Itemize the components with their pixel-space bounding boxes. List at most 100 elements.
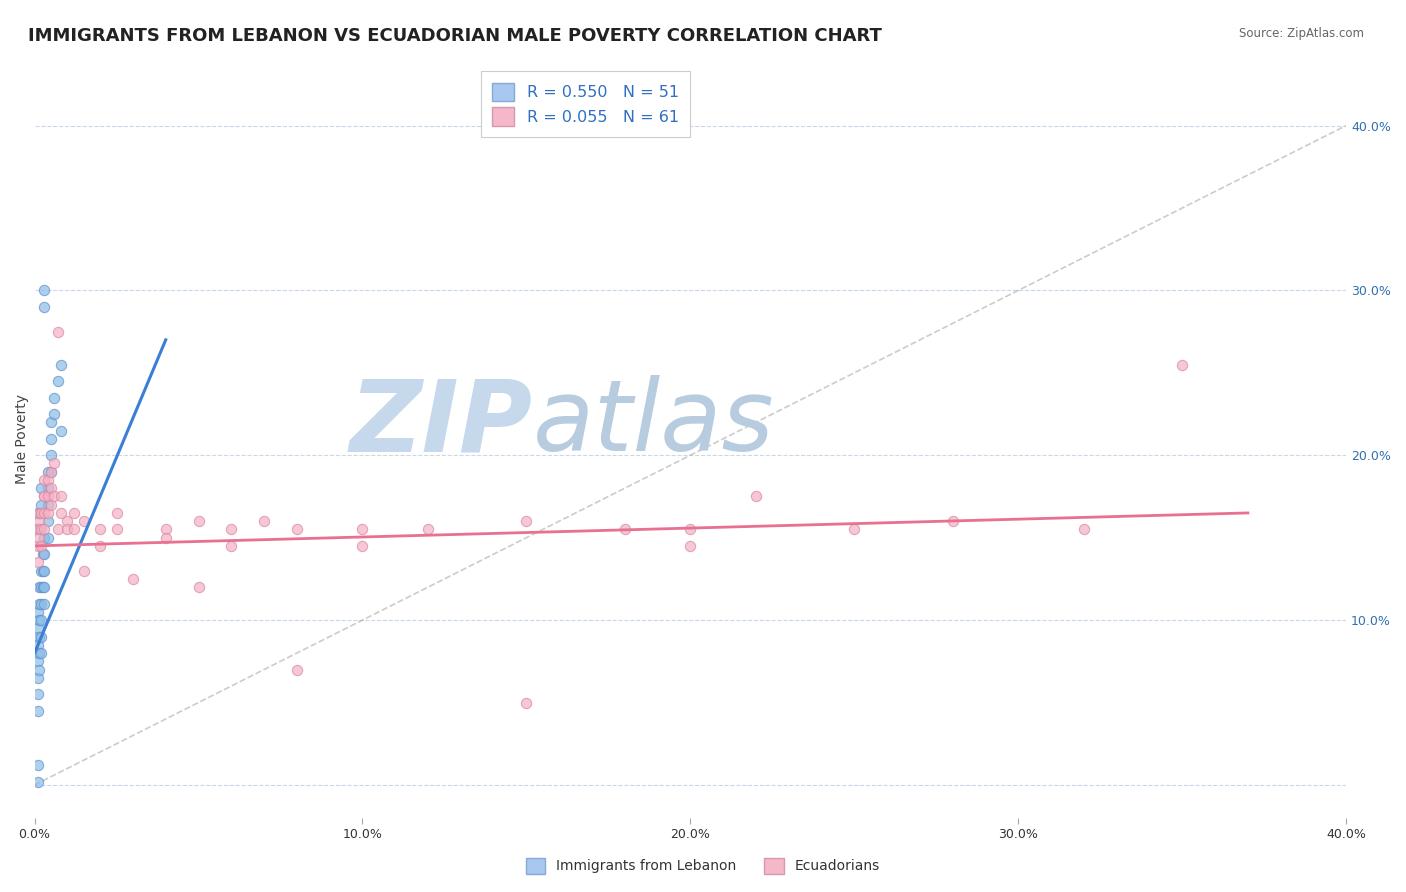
Point (187, 580, 209, 594)
Point (221, 523, 243, 537)
Point (352, 523, 374, 537)
Point (37, 531, 59, 545)
Point (1171, 358, 1194, 372)
Point (44, 391, 66, 405)
Point (27, 621, 49, 635)
Point (27, 774, 49, 789)
Point (105, 506, 128, 520)
Point (39, 415, 62, 429)
Point (27, 687, 49, 701)
Point (28, 514, 51, 528)
Point (30, 597, 52, 611)
Point (844, 523, 866, 537)
Point (253, 514, 276, 528)
Point (28, 613, 51, 627)
Point (155, 523, 177, 537)
Point (49, 424, 72, 438)
Point (679, 523, 702, 537)
Point (1073, 523, 1095, 537)
Point (44, 407, 66, 421)
Point (515, 514, 537, 528)
Point (56, 514, 79, 528)
Point (34, 523, 56, 537)
Point (27, 704, 49, 718)
Point (34, 473, 56, 487)
Point (27, 523, 49, 537)
Point (416, 523, 439, 537)
Point (679, 539, 702, 553)
Point (28, 597, 51, 611)
Point (46, 374, 69, 388)
Point (46, 325, 69, 339)
Point (34, 531, 56, 545)
Point (31, 547, 53, 561)
Point (28, 580, 51, 594)
Point (49, 506, 72, 520)
Point (44, 490, 66, 504)
Point (34, 547, 56, 561)
Point (34, 597, 56, 611)
Point (63, 523, 86, 537)
Point (49, 490, 72, 504)
Point (187, 514, 209, 528)
Point (30, 498, 52, 512)
Point (39, 432, 62, 446)
Point (30, 630, 52, 644)
Point (34, 490, 56, 504)
Point (37, 498, 59, 512)
Text: Source: ZipAtlas.com: Source: ZipAtlas.com (1239, 27, 1364, 40)
Point (105, 523, 128, 537)
Text: IMMIGRANTS FROM LEBANON VS ECUADORIAN MALE POVERTY CORRELATION CHART: IMMIGRANTS FROM LEBANON VS ECUADORIAN MA… (28, 27, 882, 45)
Point (89, 523, 111, 537)
Point (285, 663, 308, 677)
Point (285, 523, 308, 537)
Point (27, 539, 49, 553)
Point (30, 613, 52, 627)
Point (745, 490, 768, 504)
Legend: R = 0.550   N = 51, R = 0.055   N = 61: R = 0.550 N = 51, R = 0.055 N = 61 (481, 71, 690, 137)
Point (352, 539, 374, 553)
Point (27, 555, 49, 569)
Point (30, 646, 52, 660)
Point (56, 523, 79, 537)
Y-axis label: Male Poverty: Male Poverty (15, 393, 30, 483)
Text: atlas: atlas (533, 375, 775, 472)
Point (34, 490, 56, 504)
Point (34, 580, 56, 594)
Point (221, 539, 243, 553)
Point (28, 646, 51, 660)
Point (34, 284, 56, 298)
Point (39, 465, 62, 479)
Point (28, 523, 51, 537)
Point (37, 490, 59, 504)
Point (27, 523, 49, 537)
Point (37, 473, 59, 487)
Text: ZIP: ZIP (350, 375, 533, 472)
Point (73, 564, 96, 578)
Point (27, 671, 49, 685)
Point (30, 523, 52, 537)
Point (30, 564, 52, 578)
Point (34, 564, 56, 578)
Point (28, 663, 51, 677)
Point (28, 506, 51, 520)
Point (30, 506, 52, 520)
Point (28, 630, 51, 644)
Point (44, 457, 66, 471)
Point (37, 506, 59, 520)
Point (27, 605, 49, 619)
Point (37, 481, 59, 495)
Point (27, 506, 49, 520)
Point (155, 531, 177, 545)
Point (30, 539, 52, 553)
Point (27, 758, 49, 772)
Point (39, 498, 62, 512)
Point (46, 523, 69, 537)
Point (37, 514, 59, 528)
Point (31, 564, 53, 578)
Point (27, 638, 49, 652)
Point (49, 358, 72, 372)
Point (63, 506, 86, 520)
Point (30, 481, 52, 495)
Point (39, 481, 62, 495)
